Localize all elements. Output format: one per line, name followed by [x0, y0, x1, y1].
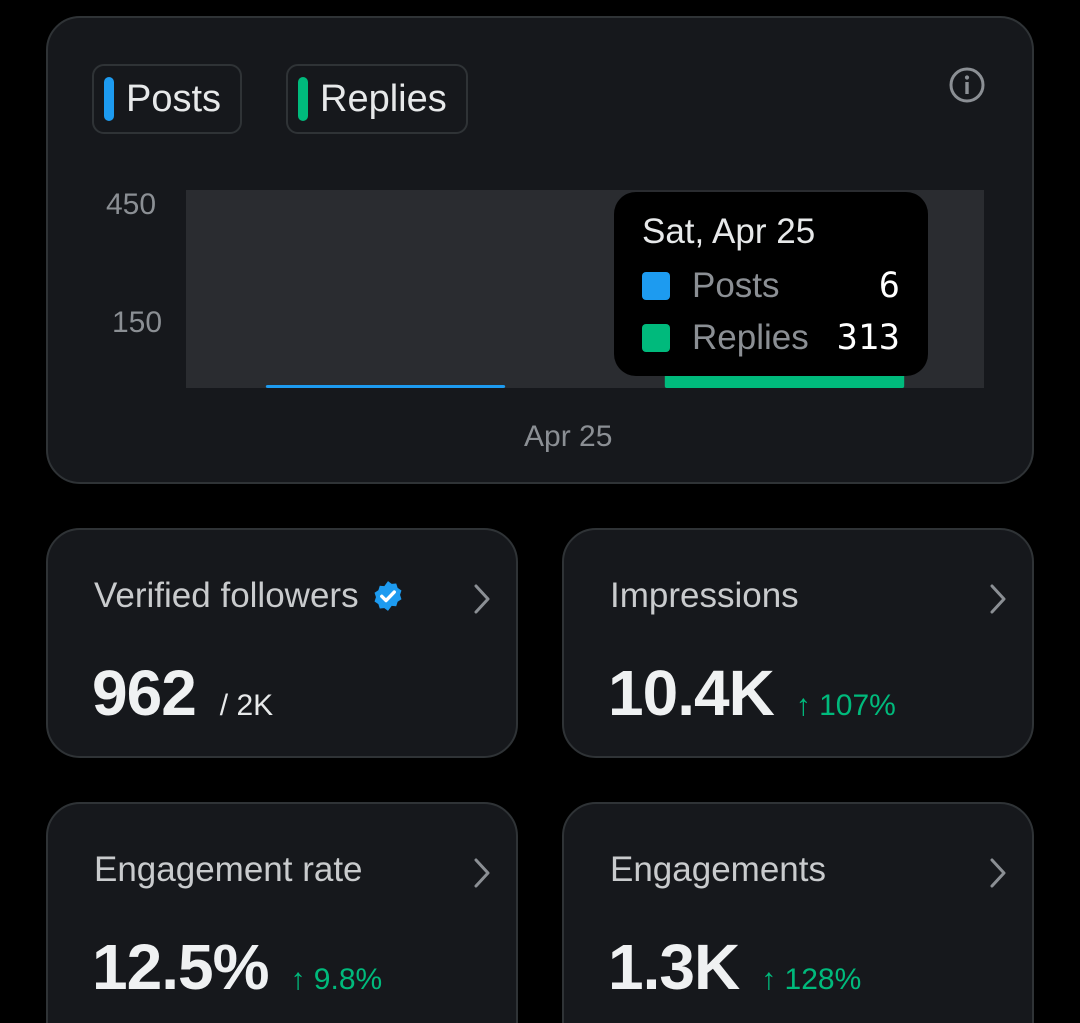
- legend-replies-label: Replies: [320, 77, 447, 120]
- chevron-right-icon[interactable]: [986, 582, 1010, 616]
- impressions-label: Impressions: [610, 576, 799, 615]
- tooltip-row-replies: Replies 313: [642, 318, 900, 358]
- legend-replies-toggle[interactable]: Replies: [286, 64, 468, 134]
- chevron-right-icon[interactable]: [470, 856, 494, 890]
- verified-followers-label: Verified followers: [94, 576, 359, 615]
- chevron-right-icon[interactable]: [986, 856, 1010, 890]
- chevron-right-icon[interactable]: [470, 582, 494, 616]
- verified-badge-icon: [374, 581, 402, 611]
- tooltip-replies-swatch: [642, 324, 670, 352]
- legend-posts-toggle[interactable]: Posts: [92, 64, 242, 134]
- verified-followers-title: Verified followers: [94, 576, 405, 616]
- posts-swatch: [104, 77, 114, 121]
- info-icon[interactable]: [948, 66, 986, 104]
- bar-posts[interactable]: [265, 385, 506, 388]
- verified-followers-card[interactable]: Verified followers 962 / 2K: [46, 528, 518, 758]
- engagement-rate-label: Engagement rate: [94, 850, 363, 889]
- impressions-change: ↑ 107%: [795, 689, 896, 722]
- engagement-rate-change: ↑ 9.8%: [290, 963, 383, 996]
- y-tick-label: 450: [106, 188, 157, 221]
- legend-posts-label: Posts: [126, 77, 222, 120]
- impressions-value-row: 10.4K ↑ 107%: [608, 656, 896, 730]
- engagements-value: 1.3K: [608, 931, 740, 1003]
- engagements-label: Engagements: [610, 850, 826, 889]
- tooltip-row-posts: Posts 6: [642, 266, 900, 306]
- x-tick-label: Apr 25: [524, 420, 613, 453]
- replies-swatch: [298, 77, 308, 121]
- engagement-rate-card[interactable]: Engagement rate 12.5% ↑ 9.8%: [46, 802, 518, 1023]
- chart-tooltip: Sat, Apr 25 Posts 6 Replies 313: [614, 192, 928, 376]
- y-tick-label: 150: [112, 306, 163, 339]
- impressions-value: 10.4K: [608, 657, 775, 729]
- verified-followers-value-row: 962 / 2K: [92, 656, 273, 730]
- tooltip-replies-value: 313: [836, 318, 900, 358]
- engagement-rate-title: Engagement rate: [94, 850, 363, 890]
- activity-chart-card: Posts Replies 450 150 Apr 25 Sat, Apr 25…: [46, 16, 1034, 484]
- tooltip-date: Sat, Apr 25: [642, 212, 816, 251]
- tooltip-posts-swatch: [642, 272, 670, 300]
- verified-followers-value: 962: [92, 657, 197, 729]
- engagements-title: Engagements: [610, 850, 826, 890]
- verified-followers-total: / 2K: [219, 689, 274, 722]
- impressions-title: Impressions: [610, 576, 799, 616]
- engagement-rate-value-row: 12.5% ↑ 9.8%: [92, 930, 382, 1004]
- engagements-card[interactable]: Engagements 1.3K ↑ 128%: [562, 802, 1034, 1023]
- tooltip-posts-value: 6: [878, 266, 900, 306]
- impressions-card[interactable]: Impressions 10.4K ↑ 107%: [562, 528, 1034, 758]
- engagements-value-row: 1.3K ↑ 128%: [608, 930, 861, 1004]
- engagement-rate-value: 12.5%: [92, 931, 269, 1003]
- tooltip-replies-label: Replies: [692, 318, 809, 357]
- engagements-change: ↑ 128%: [761, 963, 862, 996]
- tooltip-posts-label: Posts: [692, 266, 780, 305]
